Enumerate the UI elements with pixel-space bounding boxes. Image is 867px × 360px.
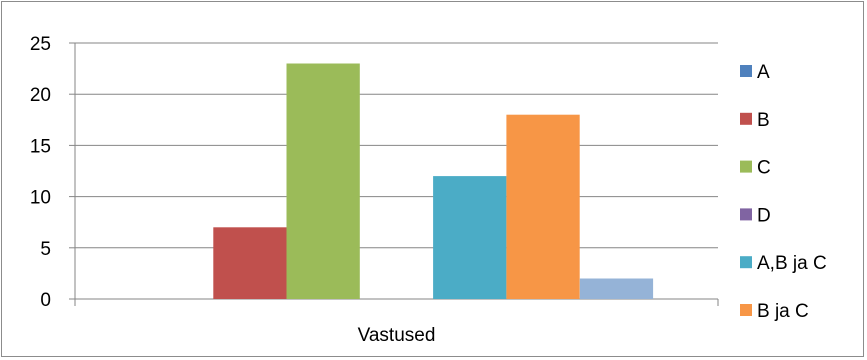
category-label: Vastused bbox=[358, 325, 436, 346]
category-labels: Vastused bbox=[358, 325, 436, 346]
bar bbox=[213, 227, 287, 299]
legend-swatch bbox=[740, 112, 752, 125]
bar bbox=[506, 114, 580, 299]
y-tick-label: 5 bbox=[40, 239, 51, 260]
legend-swatch bbox=[740, 160, 752, 173]
y-tick-label: 25 bbox=[30, 34, 51, 55]
bar bbox=[579, 278, 654, 299]
gridlines bbox=[75, 42, 718, 249]
bars bbox=[213, 63, 654, 299]
legend-label: A bbox=[757, 62, 770, 83]
legend-swatch bbox=[740, 65, 752, 77]
y-tick-label: 0 bbox=[40, 290, 51, 311]
y-tick-label: 15 bbox=[30, 136, 51, 157]
legend-swatch bbox=[740, 256, 752, 269]
legend-label: B ja C bbox=[757, 301, 809, 322]
legend-label: A,B ja C bbox=[757, 253, 827, 274]
y-tick-label: 20 bbox=[30, 85, 51, 106]
bar bbox=[286, 63, 360, 299]
legend-label: D bbox=[757, 205, 771, 226]
legend-label: C bbox=[757, 158, 771, 179]
legend-label: B bbox=[757, 110, 770, 131]
y-tick-labels: 0 5 10 15 20 25 bbox=[30, 34, 51, 311]
legend: A B C D A,B ja C B ja C bbox=[740, 62, 827, 322]
legend-swatch bbox=[740, 208, 752, 221]
bar bbox=[433, 176, 507, 299]
legend-swatch bbox=[740, 304, 752, 316]
axes bbox=[69, 42, 719, 306]
y-tick-label: 10 bbox=[30, 188, 51, 209]
